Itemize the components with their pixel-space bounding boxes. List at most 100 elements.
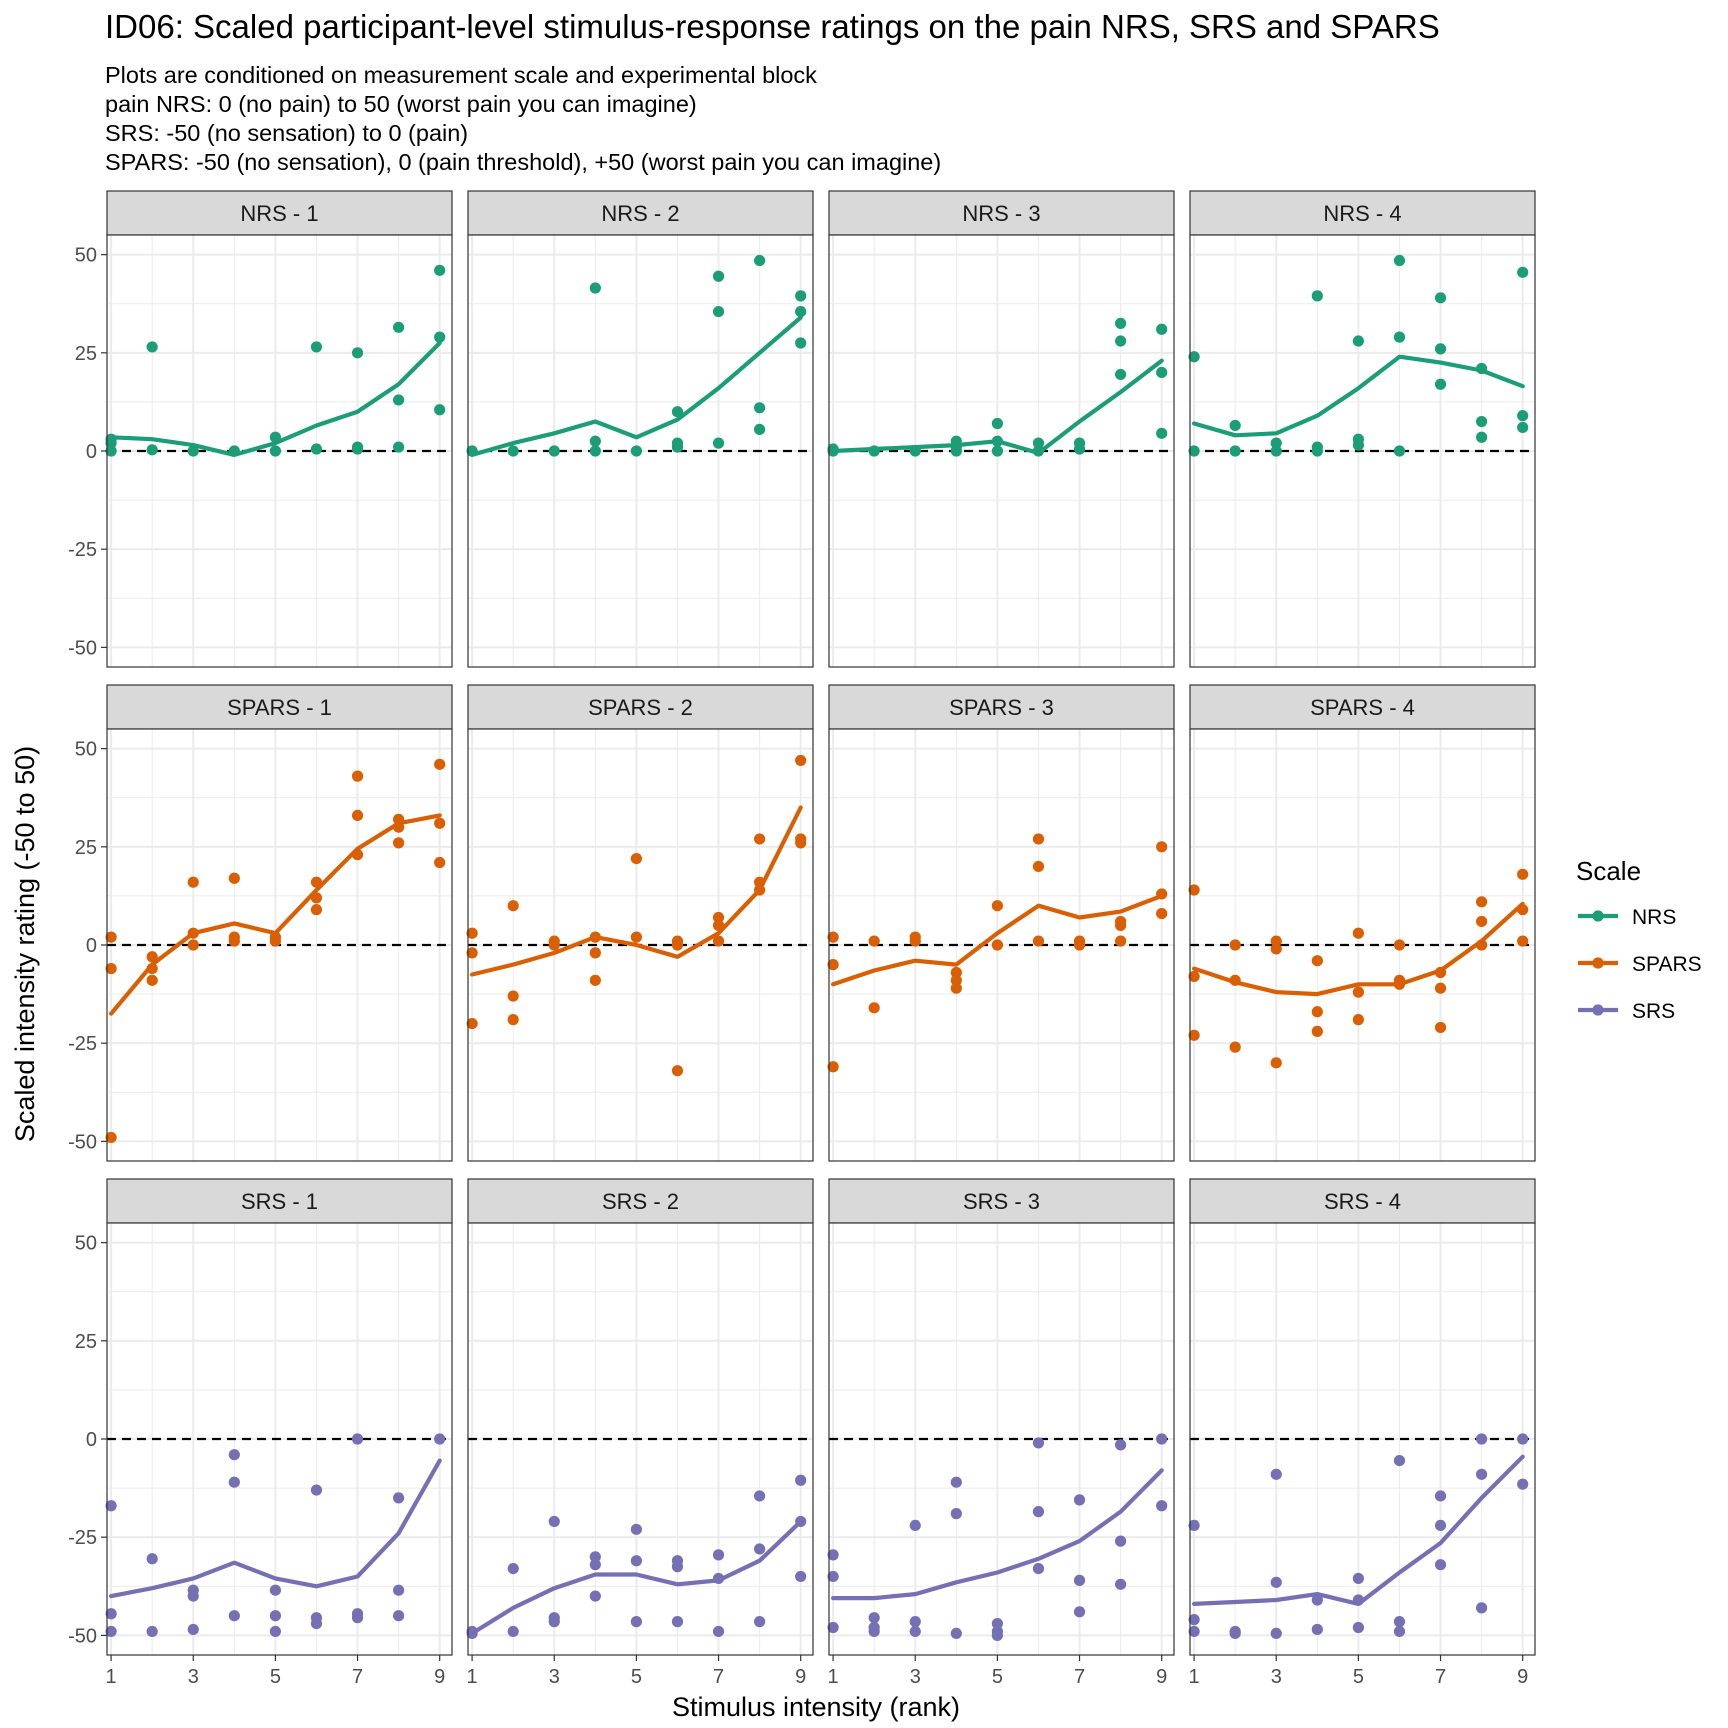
facet-strip-label: SRS - 2 — [602, 1189, 679, 1214]
data-point — [105, 1131, 117, 1144]
data-point — [1311, 445, 1323, 457]
data-point — [868, 1612, 880, 1624]
data-point — [712, 1572, 725, 1585]
data-point — [228, 872, 240, 884]
data-point — [795, 837, 807, 849]
y-tick-label: 25 — [75, 837, 97, 859]
facet-strip-label: NRS - 2 — [601, 201, 679, 226]
data-point — [1434, 343, 1447, 355]
subtitle-line-2: pain NRS: 0 (no pain) to 50 (worst pain … — [105, 91, 697, 117]
data-point — [909, 1519, 921, 1531]
panel-border — [1189, 1222, 1536, 1656]
data-point — [1393, 254, 1406, 267]
data-point — [589, 947, 601, 959]
data-point — [950, 1627, 962, 1639]
data-point — [1311, 1006, 1323, 1018]
data-point — [795, 1515, 807, 1528]
legend-label: SPARS — [1632, 953, 1702, 976]
data-point — [630, 1616, 642, 1628]
data-point — [187, 1590, 199, 1602]
data-point — [1352, 927, 1364, 939]
data-point — [228, 445, 240, 457]
data-point — [754, 876, 766, 888]
panel-border — [828, 234, 1175, 668]
data-point — [795, 337, 807, 349]
panel-border — [1189, 234, 1536, 668]
data-point — [1476, 1433, 1488, 1445]
data-point — [1270, 935, 1282, 947]
data-point — [1393, 939, 1406, 951]
data-point — [589, 1551, 601, 1563]
data-point — [1115, 368, 1127, 381]
data-point — [909, 445, 921, 457]
data-point — [1156, 841, 1168, 853]
data-point — [434, 856, 446, 869]
panel-border — [467, 234, 814, 668]
panel-nrs-1: NRS - 1 -50 -25 0 25 50 — [68, 190, 453, 668]
data-point — [393, 321, 405, 333]
data-point — [1073, 1494, 1086, 1506]
x-tick-label: 3 — [549, 1666, 560, 1688]
data-point — [827, 1621, 839, 1634]
x-tick-label: 5 — [270, 1666, 281, 1688]
trend-line — [830, 1468, 1164, 1601]
data-point — [1115, 1439, 1127, 1451]
data-point — [1073, 1574, 1086, 1586]
x-tick-label: 7 — [352, 1666, 363, 1688]
data-point — [228, 1476, 240, 1488]
data-point — [310, 904, 323, 916]
data-point — [1476, 939, 1488, 951]
trend-line — [830, 893, 1164, 987]
data-point — [1476, 915, 1488, 928]
data-point — [434, 758, 446, 770]
data-point — [795, 1570, 807, 1583]
data-point — [671, 1561, 684, 1573]
x-tick-label: 3 — [1271, 1666, 1282, 1688]
trend-line — [108, 1458, 442, 1599]
data-point — [991, 939, 1003, 951]
data-point — [589, 1590, 601, 1602]
data-point — [269, 431, 281, 443]
trend-line — [470, 805, 803, 977]
data-point — [434, 264, 446, 276]
data-point — [1476, 896, 1488, 908]
data-point — [434, 1433, 446, 1445]
data-point — [1352, 1572, 1364, 1585]
facet-strip — [1189, 684, 1536, 730]
x-tick-label: 7 — [713, 1666, 724, 1688]
facet-strip-label: NRS - 4 — [1323, 201, 1401, 226]
facet-strip-label: SPARS - 1 — [227, 695, 332, 720]
trend-line — [108, 340, 442, 457]
data-point — [868, 935, 880, 947]
data-point — [466, 445, 478, 457]
legend-title: Scale — [1576, 856, 1641, 886]
data-point — [548, 445, 560, 457]
data-point — [1311, 1623, 1323, 1636]
data-point — [1188, 1614, 1200, 1626]
data-point — [1115, 1535, 1127, 1547]
facet-strip-label: NRS - 1 — [240, 201, 318, 226]
data-point — [1393, 331, 1406, 343]
data-point — [1352, 439, 1364, 451]
data-point — [1188, 1029, 1200, 1041]
data-point — [1229, 974, 1241, 986]
data-point — [950, 1508, 962, 1520]
data-point — [1270, 445, 1282, 457]
data-point — [351, 347, 364, 359]
data-point — [1229, 939, 1241, 951]
data-point — [1115, 935, 1127, 947]
data-point — [1434, 1559, 1447, 1571]
data-point — [187, 876, 199, 888]
data-point — [466, 947, 478, 959]
data-point — [1434, 966, 1447, 979]
data-point — [1393, 978, 1406, 990]
data-point — [351, 1612, 364, 1624]
data-point — [393, 1584, 405, 1596]
trend-line — [1191, 901, 1525, 997]
data-point — [671, 441, 684, 453]
data-point — [1352, 1014, 1364, 1026]
data-point — [310, 876, 323, 888]
data-point — [950, 1476, 962, 1488]
data-point — [1352, 986, 1364, 998]
